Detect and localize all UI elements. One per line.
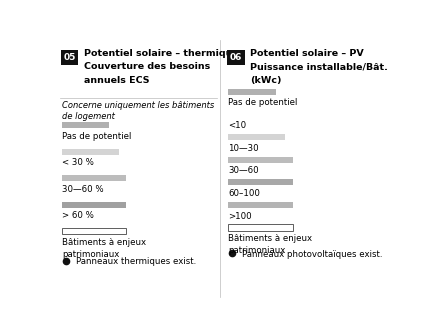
Bar: [228, 202, 293, 208]
Text: Potentiel solaire – thermique: Potentiel solaire – thermique: [84, 49, 239, 58]
Text: 30—60: 30—60: [228, 166, 259, 175]
Bar: [228, 157, 293, 163]
Text: >100: >100: [228, 212, 252, 221]
Text: patrimoniaux: patrimoniaux: [228, 246, 286, 255]
Text: 10—30: 10—30: [228, 144, 259, 153]
Text: 05: 05: [63, 53, 76, 62]
Text: Potentiel solaire – PV: Potentiel solaire – PV: [251, 49, 364, 58]
Text: 60–100: 60–100: [228, 189, 260, 198]
Text: annuels ECS: annuels ECS: [84, 76, 150, 85]
Text: Pas de potentiel: Pas de potentiel: [62, 132, 131, 141]
Text: <10: <10: [228, 121, 246, 130]
Text: Bâtiments à enjeux: Bâtiments à enjeux: [62, 238, 146, 247]
Text: 30—60 %: 30—60 %: [62, 185, 103, 194]
Bar: [228, 224, 293, 231]
Bar: [228, 89, 275, 95]
Text: > 60 %: > 60 %: [62, 211, 94, 220]
Text: Couverture des besoins: Couverture des besoins: [84, 62, 211, 71]
Text: Pas de potentiel: Pas de potentiel: [228, 99, 298, 108]
Text: 06: 06: [230, 53, 242, 62]
Text: < 30 %: < 30 %: [62, 158, 94, 167]
Text: Panneaux photovoltaïques exist.: Panneaux photovoltaïques exist.: [242, 250, 383, 259]
Bar: [62, 122, 109, 128]
Bar: [62, 228, 127, 234]
Bar: [62, 149, 119, 155]
Text: Puissance installable/Bât.: Puissance installable/Bât.: [251, 62, 388, 71]
Bar: [228, 134, 285, 140]
Bar: [62, 202, 127, 208]
Text: Concerne uniquement les bâtiments
de logement: Concerne uniquement les bâtiments de log…: [62, 101, 214, 121]
Text: Panneaux thermiques exist.: Panneaux thermiques exist.: [76, 257, 196, 266]
Text: patrimoniaux: patrimoniaux: [62, 250, 119, 259]
Bar: [228, 179, 293, 185]
Bar: [62, 175, 127, 181]
Text: (kWc): (kWc): [251, 76, 282, 85]
Text: Bâtiments à enjeux: Bâtiments à enjeux: [228, 234, 312, 243]
